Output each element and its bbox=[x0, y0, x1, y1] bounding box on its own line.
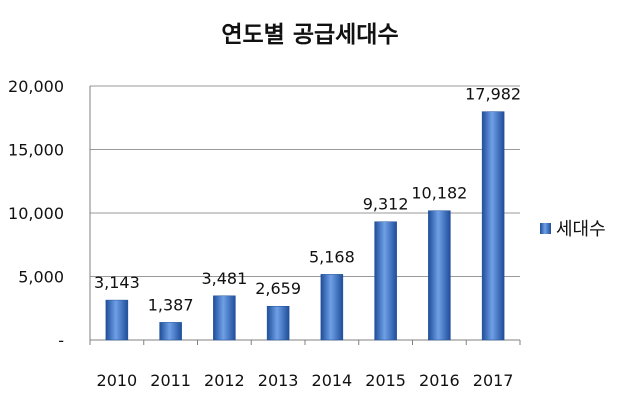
bars bbox=[105, 111, 505, 341]
y-tick-label: 5,000 bbox=[18, 268, 64, 287]
y-tick-label: 15,000 bbox=[8, 141, 64, 160]
data-label: 10,182 bbox=[411, 184, 467, 203]
legend-swatch bbox=[540, 223, 551, 234]
data-label: 3,143 bbox=[94, 273, 140, 292]
data-label: 9,312 bbox=[363, 195, 409, 214]
gridlines bbox=[90, 85, 520, 277]
x-tick-label: 2012 bbox=[204, 371, 245, 390]
y-tick-label: 20,000 bbox=[8, 77, 64, 96]
x-tick-label: 2010 bbox=[97, 371, 138, 390]
bar bbox=[320, 274, 344, 341]
data-label: 3,481 bbox=[201, 269, 247, 288]
bar bbox=[374, 221, 397, 341]
x-tick-label: 2014 bbox=[312, 371, 353, 390]
x-tick-label: 2017 bbox=[473, 371, 514, 390]
x-tick-label: 2015 bbox=[365, 371, 406, 390]
x-tick-label: 2011 bbox=[150, 371, 191, 390]
x-tick-label: 2016 bbox=[419, 371, 460, 390]
data-label: 5,168 bbox=[309, 247, 355, 266]
legend: 세대수 bbox=[540, 219, 606, 240]
bar bbox=[481, 111, 505, 341]
bar bbox=[105, 299, 129, 341]
bar bbox=[428, 210, 451, 341]
data-label: 17,982 bbox=[465, 85, 521, 104]
y-tick-label: 10,000 bbox=[8, 204, 64, 223]
axes: - 5,000 10,000 15,000 20,000 2010 2011 2012 2013… bbox=[8, 77, 521, 390]
y-tick-label: - bbox=[58, 331, 64, 350]
chart-title: 연도별 공급세대수 bbox=[221, 22, 398, 48]
data-label: 2,659 bbox=[255, 279, 301, 298]
legend-label: 세대수 bbox=[556, 219, 606, 240]
bar bbox=[159, 322, 182, 341]
bar bbox=[213, 295, 236, 341]
x-tick-label: 2013 bbox=[258, 371, 299, 390]
bar bbox=[266, 305, 290, 341]
data-label: 1,387 bbox=[148, 295, 194, 314]
